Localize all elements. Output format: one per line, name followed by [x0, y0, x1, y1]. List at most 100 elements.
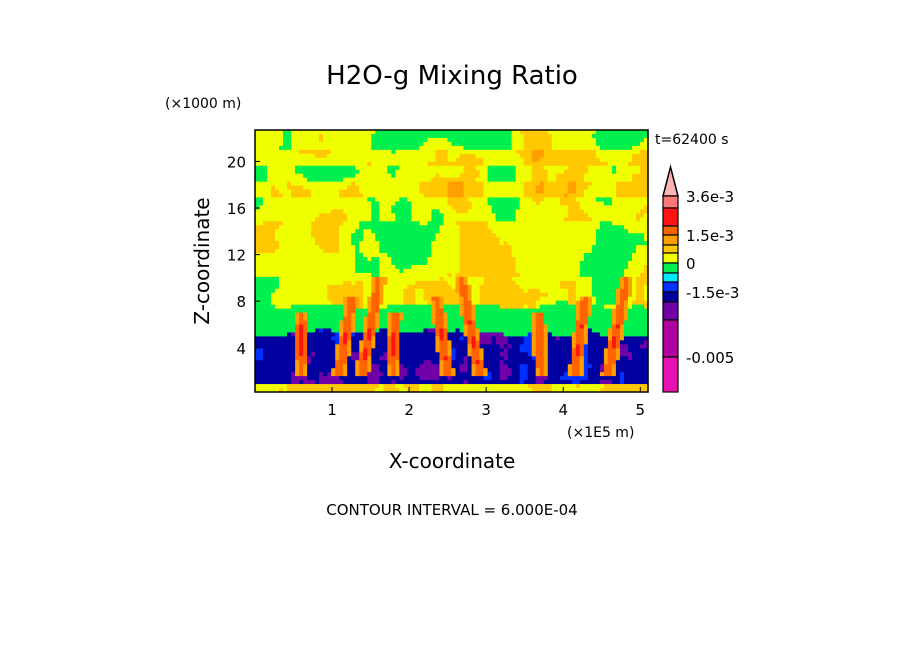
- contour-cell: [379, 233, 384, 238]
- contour-cell: [619, 189, 625, 195]
- contour-cell: [571, 181, 577, 187]
- contour-cell: [535, 141, 541, 147]
- contour-cell: [459, 165, 465, 171]
- contour-cell: [595, 133, 601, 139]
- contour-cell: [371, 225, 376, 230]
- contour-cell: [471, 312, 477, 318]
- contour-cell: [511, 193, 517, 199]
- contour-cell: [463, 249, 469, 254]
- contour-cell: [299, 225, 304, 230]
- contour-cell: [455, 245, 461, 250]
- contour-cell: [411, 225, 417, 230]
- contour-cell: [439, 233, 445, 238]
- contour-cell: [363, 316, 368, 322]
- contour-cell: [559, 229, 565, 234]
- contour-cell: [595, 245, 601, 250]
- contour-cell: [347, 133, 352, 139]
- contour-cell: [307, 300, 312, 306]
- contour-cell: [443, 137, 449, 143]
- contour-cell: [503, 185, 509, 191]
- contour-cell: [303, 316, 308, 322]
- contour-cell: [479, 157, 485, 163]
- contour-cell: [535, 288, 541, 294]
- contour-cell: [599, 292, 605, 298]
- contour-cell: [395, 209, 400, 214]
- contour-cell: [491, 177, 497, 183]
- contour-cell: [475, 233, 481, 238]
- contour-cell: [423, 300, 429, 306]
- contour-cell: [259, 189, 264, 195]
- contour-cell: [527, 288, 533, 294]
- contour-cell: [551, 189, 557, 195]
- contour-cell: [359, 237, 364, 242]
- contour-cell: [367, 241, 372, 246]
- contour-cell: [423, 173, 429, 179]
- contour-cell: [375, 288, 380, 294]
- contour-cell: [471, 130, 477, 135]
- contour-cell: [615, 189, 621, 195]
- contour-cell: [583, 284, 589, 290]
- contour-cell: [531, 181, 537, 187]
- contour-cell: [455, 165, 461, 171]
- contour-cell: [591, 292, 597, 298]
- contour-cell: [515, 189, 521, 195]
- contour-cell: [495, 237, 501, 242]
- contour-cell: [631, 165, 637, 171]
- contour-cell: [267, 161, 272, 167]
- contour-cell: [299, 324, 304, 330]
- contour-cell: [519, 257, 525, 262]
- contour-cell: [563, 304, 569, 310]
- contour-cell: [383, 209, 388, 214]
- contour-cell: [579, 130, 585, 135]
- contour-cell: [291, 241, 296, 246]
- contour-cell: [595, 197, 601, 203]
- contour-cell: [483, 308, 489, 314]
- contour-cell: [495, 205, 501, 210]
- contour-cell: [415, 181, 421, 187]
- contour-cell: [615, 221, 621, 226]
- contour-cell: [375, 205, 380, 210]
- contour-cell: [483, 137, 489, 143]
- contour-cell: [415, 141, 421, 147]
- contour-cell: [607, 257, 613, 262]
- contour-cell: [443, 185, 449, 191]
- contour-cell: [543, 209, 549, 214]
- contour-cell: [491, 312, 497, 318]
- contour-cell: [643, 320, 649, 326]
- contour-cell: [603, 189, 609, 195]
- contour-cell: [571, 177, 577, 183]
- contour-cell: [295, 149, 300, 155]
- contour-cell: [331, 261, 336, 266]
- contour-cell: [599, 193, 605, 199]
- contour-cell: [503, 253, 509, 258]
- contour-cell: [507, 245, 513, 250]
- contour-cell: [375, 241, 380, 246]
- contour-cell: [535, 137, 541, 143]
- contour-cell: [275, 137, 280, 143]
- contour-cell: [327, 229, 332, 234]
- contour-cell: [571, 165, 577, 171]
- contour-cell: [371, 264, 376, 270]
- contour-cell: [347, 205, 352, 210]
- contour-cell: [447, 149, 453, 155]
- contour-cell: [423, 272, 429, 278]
- contour-cell: [615, 292, 621, 298]
- contour-cell: [359, 312, 364, 318]
- contour-cell: [311, 304, 316, 310]
- contour-cell: [543, 237, 549, 242]
- contour-cell: [567, 165, 573, 171]
- contour-cell: [367, 161, 372, 167]
- contour-cell: [271, 264, 276, 270]
- contour-cell: [395, 130, 400, 135]
- contour-cell: [283, 292, 288, 298]
- contour-cell: [519, 268, 525, 274]
- contour-cell: [611, 328, 617, 334]
- contour-cell: [307, 221, 312, 226]
- contour-cell: [347, 197, 352, 203]
- contour-cell: [611, 324, 617, 330]
- contour-cell: [543, 153, 549, 159]
- contour-cell: [271, 161, 276, 167]
- contour-cell: [547, 296, 553, 302]
- contour-cell: [443, 177, 449, 183]
- contour-cell: [471, 245, 477, 250]
